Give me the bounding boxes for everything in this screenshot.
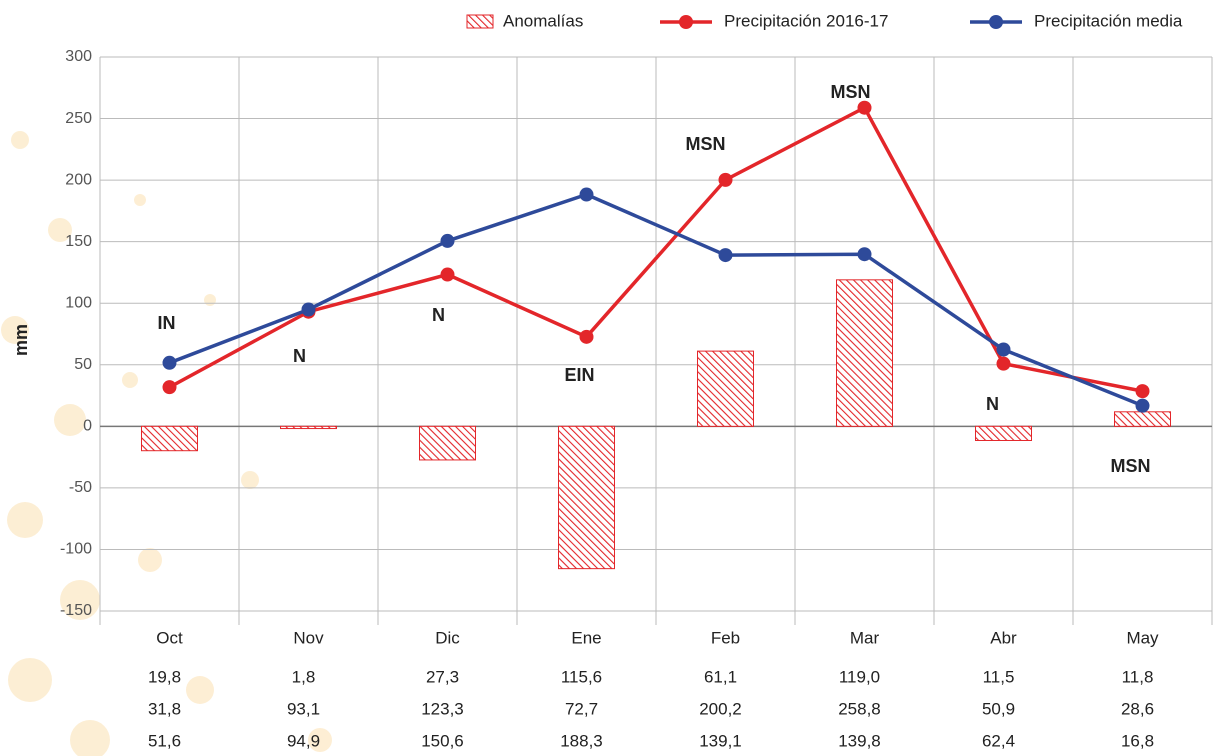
bar <box>280 425 337 430</box>
x-tick-label: Dic <box>435 628 460 647</box>
x-tick-label: Oct <box>156 628 183 647</box>
legend-swatch <box>679 15 693 29</box>
table-cell: 72,7 <box>565 699 598 718</box>
table-cell: 62,4 <box>982 731 1015 750</box>
point <box>996 342 1011 357</box>
legend-swatch <box>989 15 1003 29</box>
x-tick-label: Abr <box>990 628 1017 647</box>
point <box>440 233 455 248</box>
table-cell: 123,3 <box>421 699 464 718</box>
point <box>162 355 177 370</box>
point <box>718 248 733 263</box>
table-cell: 31,8 <box>148 699 181 718</box>
point <box>996 356 1011 371</box>
point <box>579 187 594 202</box>
y-tick-label: 50 <box>74 356 92 373</box>
line <box>168 192 1144 408</box>
table-cell: 94,9 <box>287 731 320 750</box>
bar <box>558 425 615 570</box>
table-cell: 258,8 <box>838 699 881 718</box>
legend-label: Precipitación media <box>1034 11 1183 30</box>
y-tick-label: -150 <box>60 602 92 619</box>
point <box>1135 384 1150 399</box>
y-tick-label: 150 <box>65 233 92 250</box>
x-tick-label: Mar <box>850 628 880 647</box>
bar <box>141 425 198 452</box>
table-cell: 27,3 <box>426 667 459 686</box>
table-cell: 19,8 <box>148 667 181 686</box>
bar <box>836 279 893 427</box>
y-tick-label: 300 <box>65 48 92 65</box>
x-tick-label: Feb <box>711 628 740 647</box>
annotation: MSN <box>831 82 871 102</box>
table-cell: 1,8 <box>292 667 316 686</box>
legend-label: Anomalías <box>503 11 583 30</box>
y-axis-label: mm <box>11 324 31 356</box>
annotation: N <box>432 305 445 325</box>
point <box>162 380 177 395</box>
line <box>168 105 1143 393</box>
legend-swatch <box>466 14 494 29</box>
y-tick-label: 100 <box>65 294 92 311</box>
point <box>857 247 872 262</box>
point <box>579 329 594 344</box>
point <box>718 172 733 187</box>
annotation: N <box>293 346 306 366</box>
point <box>301 302 316 317</box>
bar <box>419 425 476 461</box>
bar <box>975 425 1032 441</box>
table-cell: 11,5 <box>983 667 1015 686</box>
annotation: MSN <box>1111 456 1151 476</box>
point <box>857 100 872 115</box>
annotation: MSN <box>686 134 726 154</box>
table-cell: 150,6 <box>421 731 464 750</box>
y-tick-label: 200 <box>65 171 92 188</box>
table-cell: 50,9 <box>982 699 1015 718</box>
table-cell: 139,8 <box>838 731 881 750</box>
x-tick-label: Ene <box>571 628 601 647</box>
bar <box>1114 411 1171 427</box>
table-cell: 16,8 <box>1121 731 1154 750</box>
table-cell: 28,6 <box>1121 699 1154 718</box>
table-cell: 139,1 <box>699 731 742 750</box>
y-tick-label: 250 <box>65 110 92 127</box>
table-cell: 115,6 <box>561 667 602 686</box>
point <box>440 267 455 282</box>
y-tick-label: -100 <box>60 541 92 558</box>
table-cell: 119,0 <box>839 667 880 686</box>
table-cell: 93,1 <box>287 699 320 718</box>
y-tick-label: 0 <box>83 418 92 435</box>
y-tick-label: -50 <box>69 479 92 496</box>
annotation: EIN <box>564 365 594 385</box>
x-tick-label: May <box>1126 628 1159 647</box>
x-tick-label: Nov <box>293 628 324 647</box>
table-cell: 51,6 <box>148 731 181 750</box>
table-cell: 188,3 <box>560 731 603 750</box>
table-cell: 11,8 <box>1122 667 1154 686</box>
annotation: N <box>986 394 999 414</box>
table-cell: 200,2 <box>699 699 742 718</box>
bar <box>697 350 754 427</box>
annotation: IN <box>158 313 176 333</box>
point <box>1135 398 1150 413</box>
legend-label: Precipitación 2016-17 <box>724 11 888 30</box>
table-cell: 61,1 <box>704 667 737 686</box>
